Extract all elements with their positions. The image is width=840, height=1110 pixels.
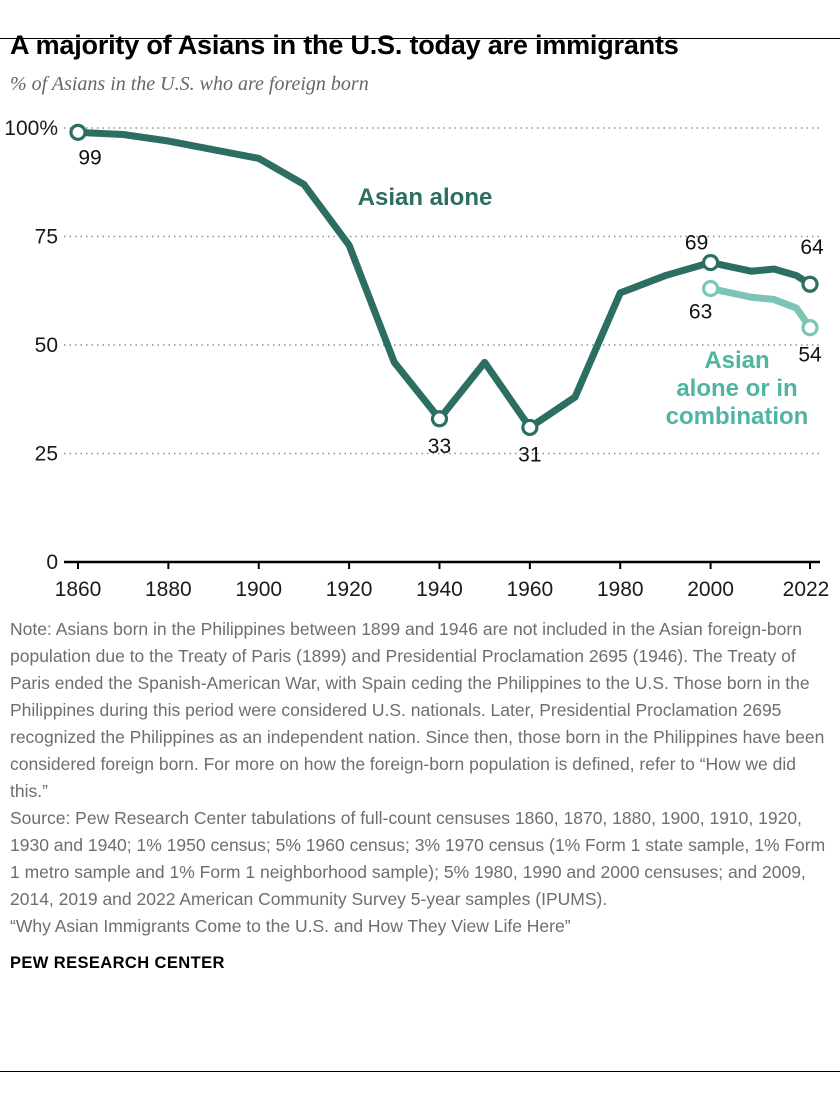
data-label: 64 <box>800 236 824 259</box>
y-axis-label: 25 <box>35 443 58 466</box>
data-label: 69 <box>685 232 708 255</box>
series-label: Asian alone <box>358 184 493 211</box>
data-marker <box>701 253 720 272</box>
data-marker <box>801 275 819 293</box>
series-line-asian-alone <box>74 128 814 431</box>
bottom-divider <box>0 1071 840 1072</box>
x-axis-label: 2022 <box>783 578 830 601</box>
y-axis-label: 100% <box>4 117 58 140</box>
pew-research-center-wordmark: PEW RESEARCH CENTER <box>10 954 225 972</box>
report-title-text: “Why Asian Immigrants Come to the U.S. a… <box>10 916 571 936</box>
report-container: A majority of Asians in the U.S. today a… <box>0 30 840 973</box>
data-label: 33 <box>428 435 451 458</box>
x-axis-label: 1940 <box>416 578 463 601</box>
y-axis-label: 75 <box>35 226 58 249</box>
data-marker <box>430 410 449 428</box>
x-axis-label: 1980 <box>597 578 644 601</box>
data-label: 63 <box>689 301 712 324</box>
x-axis-label: 1860 <box>55 578 102 601</box>
data-marker <box>801 319 819 337</box>
data-marker <box>521 418 539 437</box>
series-line-asian-alone-or-in-combination <box>707 285 814 332</box>
x-axis-label: 1880 <box>145 578 192 601</box>
x-axis-label: 1900 <box>235 578 282 601</box>
foreign-born-line-chart: 100% 75 50 25 0 1860 1880 1900 1920 1940 1960 1980 2… <box>4 117 830 601</box>
x-axis-label: 1920 <box>326 578 373 601</box>
chart-title: A majority of Asians in the U.S. today a… <box>10 30 679 60</box>
notes-block: Note: Asians born in the Philippines bet… <box>10 616 830 940</box>
x-axis-label: 1960 <box>506 578 553 601</box>
data-marker <box>701 279 720 298</box>
data-label: 54 <box>798 344 822 367</box>
series-label: Asian alone or in combination <box>666 347 809 430</box>
chart-subtitle: % of Asians in the U.S. who are foreign … <box>10 73 369 95</box>
y-axis-label: 0 <box>46 551 58 574</box>
note-text: Note: Asians born in the Philippines bet… <box>10 619 825 801</box>
data-label: 31 <box>518 443 541 466</box>
data-marker <box>69 123 87 141</box>
data-label: 99 <box>78 146 101 169</box>
y-axis-label: 50 <box>35 334 58 357</box>
x-axis-label: 2000 <box>687 578 734 601</box>
top-divider <box>0 38 840 39</box>
source-text: Source: Pew Research Center tabulations … <box>10 808 826 909</box>
